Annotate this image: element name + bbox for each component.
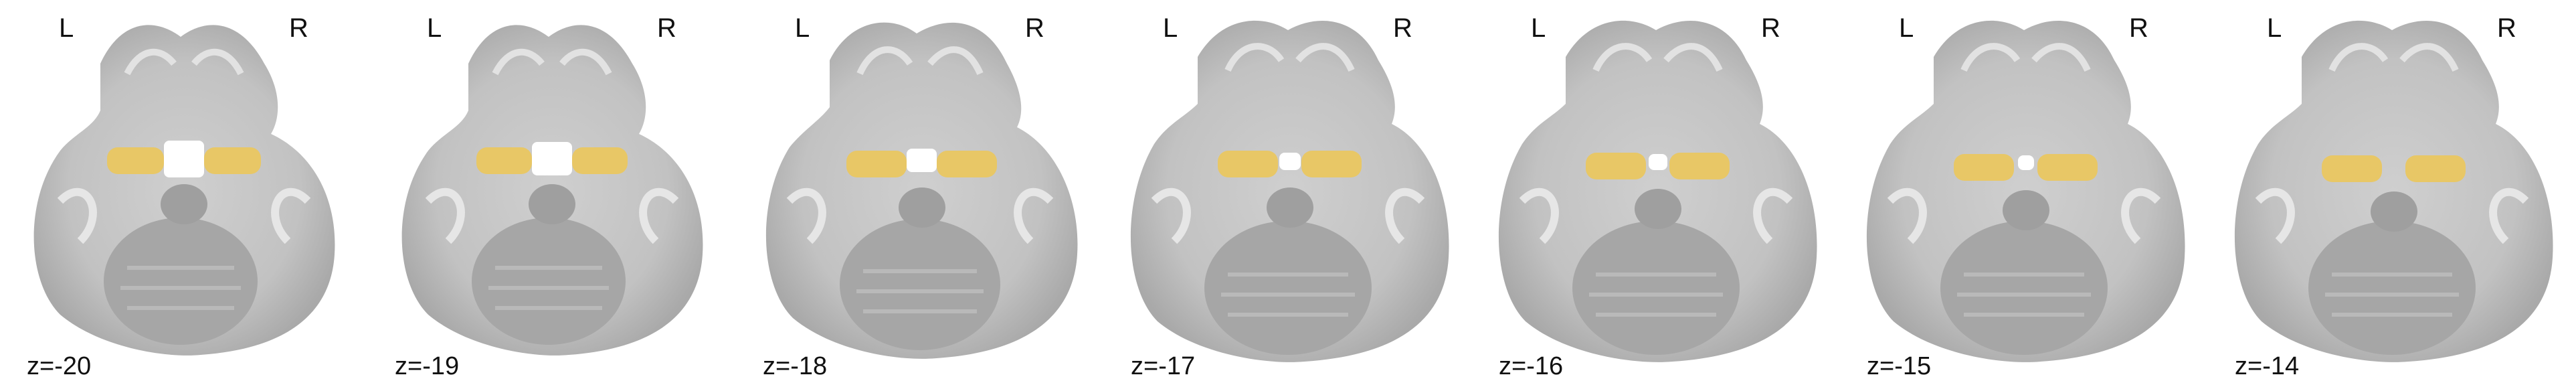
left-orientation-label: L [2267,13,2282,43]
slice-coordinate-label: z=-14 [2235,352,2300,380]
brain-slice-panel: L R z=-15 [1840,0,2208,385]
brain-slice-panel: L R z=-14 [2208,0,2576,385]
right-orientation-label: R [657,13,676,43]
brain-slice-panel: L R z=-18 [736,0,1104,385]
brain-slice-panel: L R z=-19 [368,0,736,385]
brain-slice-panel: L R z=-16 [1472,0,1840,385]
right-orientation-label: R [289,13,308,43]
right-orientation-label: R [2497,13,2516,43]
left-orientation-label: L [59,13,74,43]
left-orientation-label: L [1531,13,1546,43]
slice-coordinate-label: z=-20 [27,352,92,380]
axial-brain-slice-image [401,25,703,356]
slice-coordinate-label: z=-15 [1867,352,1932,380]
slice-coordinate-label: z=-16 [1499,352,1564,380]
axial-brain-slice-image [1866,20,2185,362]
axial-brain-slice-image [33,25,335,356]
left-orientation-label: L [795,13,810,43]
left-orientation-label: L [427,13,442,43]
brain-slice-panel: L R z=-17 [1104,0,1472,385]
right-orientation-label: R [2129,13,2148,43]
axial-brain-slice-image [765,22,1078,359]
left-orientation-label: L [1163,13,1178,43]
right-orientation-label: R [1393,13,1412,43]
axial-brain-slice-image [1130,20,1449,362]
slice-coordinate-label: z=-19 [395,352,460,380]
slice-coordinate-label: z=-17 [1131,352,1196,380]
axial-brain-slice-image [2234,20,2553,362]
right-orientation-label: R [1025,13,1044,43]
brain-slice-panel: L R z=-20 [0,0,368,385]
slice-coordinate-label: z=-18 [763,352,828,380]
left-orientation-label: L [1899,13,1914,43]
right-orientation-label: R [1761,13,1780,43]
axial-brain-slice-image [1498,20,1817,362]
